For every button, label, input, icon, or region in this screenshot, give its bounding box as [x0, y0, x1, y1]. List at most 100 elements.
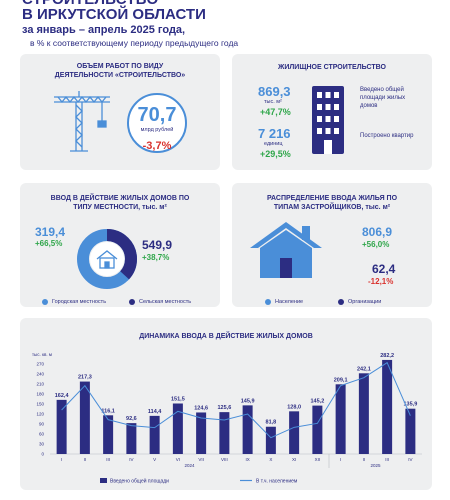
housing-units-unit: единиц [264, 141, 283, 147]
by-location-title: ВВОД В ДЕЙСТВИЕ ЖИЛЫХ ДОМОВ ПО ТИПУ МЕСТ… [50, 195, 190, 211]
year-label: 2024 [184, 463, 195, 468]
crane-icon [54, 91, 110, 152]
legend-rural-label: Сельская местность [138, 298, 192, 305]
legend-urban-label: Городская местность [52, 298, 107, 305]
org-change: -12,1% [368, 277, 394, 286]
bar-value-label: 145,2 [310, 399, 324, 405]
page-title-line1: СТРОИТЕЛЬСТВО [22, 0, 158, 8]
bar-II [358, 373, 369, 454]
developer-legend: Население Организации [265, 293, 381, 311]
legend-population-marker [265, 298, 271, 305]
x-tick-label: II [363, 457, 366, 462]
x-tick-label: IV [129, 457, 133, 462]
rural-value: 319,4 [35, 225, 66, 239]
bar-value-label: 124,6 [194, 405, 208, 411]
x-tick-label: X [269, 457, 272, 462]
construction-volume-value: 70,7 [137, 104, 177, 126]
housing-area-label: Введено общей площади жилых домов [360, 87, 406, 109]
x-tick-label: IV [408, 457, 412, 462]
bar-IX [242, 405, 253, 454]
x-tick-label: VI [176, 457, 180, 462]
legend-line-label: В т.ч. населением [256, 479, 298, 485]
population-change: +56,0% [362, 240, 390, 249]
apartment-building-icon [312, 86, 344, 154]
legend-rural-marker [128, 298, 135, 305]
bar-value-label: 145,9 [241, 398, 255, 404]
x-tick-label: VIII [221, 457, 228, 462]
bar-value-label: 125,6 [217, 405, 231, 411]
dynamics-chart-card: ДИНАМИКА ВВОДА В ДЕЙСТВИЕ ЖИЛЫХ ДОМОВ ты… [20, 318, 432, 490]
bar-IV [405, 408, 416, 454]
housing-units-change: +29,5% [260, 149, 291, 159]
donut-rural-segment [77, 229, 137, 289]
legend-urban-marker [42, 298, 48, 305]
bar-VI [172, 403, 183, 454]
year-label: 2025 [370, 463, 381, 468]
legend-org-label: Организации [348, 298, 382, 305]
y-tick-label: 0 [41, 452, 44, 457]
bar-VII [196, 412, 207, 454]
location-legend: Городская местность Сельская местность [42, 293, 191, 311]
bar-value-label: 114,4 [148, 409, 162, 415]
bar-value-label: 135,9 [403, 402, 417, 408]
bar-XI [289, 411, 300, 454]
x-tick-label: VII [198, 457, 204, 462]
housing-units-label: Построено квартир [360, 133, 414, 139]
urban-change: +38,7% [142, 253, 170, 262]
legend-bars-label: Введено общей площади [110, 478, 169, 485]
housing-area-value: 869,3 [258, 84, 291, 99]
y-tick-label: 150 [36, 402, 44, 407]
x-tick-label: I [340, 457, 341, 462]
construction-volume-card: ОБЪЕМ РАБОТ ПО ВИДУ ДЕЯТЕЛЬНОСТИ «СТРОИТ… [20, 54, 220, 170]
page-title-line2: В ИРКУТСКОЙ ОБЛАСТИ [22, 6, 206, 23]
dynamics-bar-chart: тыс. кв. м 0 30 60 90 120 150 180 210 240 270 162,4… [32, 352, 422, 485]
y-tick-label: 180 [36, 392, 44, 397]
x-tick-label: I [61, 457, 62, 462]
bar-IV [126, 423, 137, 454]
bar-X [265, 426, 276, 454]
org-value: 62,4 [372, 262, 396, 276]
house-icon [250, 222, 322, 278]
bar-V [149, 415, 160, 454]
y-axis-label: тыс. кв. м [32, 352, 52, 357]
rural-change: +66,5% [35, 239, 63, 248]
by-developer-card: РАСПРЕДЕЛЕНИЕ ВВОДА ЖИЛЬЯ ПО ТИПАМ ЗАСТР… [232, 183, 432, 307]
population-series-line [61, 361, 411, 439]
bar-VIII [219, 412, 230, 454]
period-label: за январь – апрель 2025 года, [22, 24, 186, 36]
page-header: СТРОИТЕЛЬСТВО В ИРКУТСКОЙ ОБЛАСТИ за янв… [22, 0, 442, 58]
x-tick-label: XI [292, 457, 296, 462]
x-tick-label: IX [245, 457, 249, 462]
y-tick-label: 30 [39, 442, 45, 447]
comparison-note: в % к соответствующему периоду предыдуще… [30, 38, 239, 48]
bar-I [56, 399, 67, 454]
construction-volume-title: ОБЪЕМ РАБОТ ПО ВИДУ ДЕЯТЕЛЬНОСТИ «СТРОИТ… [54, 63, 186, 79]
housing-card: ЖИЛИЩНОЕ СТРОИТЕЛЬСТВО 869,3 тыс. м² +47… [232, 54, 432, 170]
legend-org-marker [338, 298, 344, 305]
y-tick-label: 60 [39, 432, 45, 437]
y-tick-label: 210 [36, 382, 44, 387]
housing-area-change: +47,7% [260, 107, 291, 117]
by-location-card: ВВОД В ДЕЙСТВИЕ ЖИЛЫХ ДОМОВ ПО ТИПУ МЕСТ… [20, 183, 220, 307]
house-icon [96, 250, 118, 269]
bar-III [382, 359, 393, 454]
bar-value-label: 162,4 [55, 393, 70, 399]
bar-II [79, 381, 90, 454]
x-tick-label: II [84, 457, 87, 462]
bar-value-label: 282,2 [380, 353, 394, 359]
x-tick-label: XII [315, 457, 321, 462]
bar-value-label: 116,1 [101, 408, 114, 414]
bar-value-label: 81,8 [266, 420, 277, 426]
urban-value: 549,9 [142, 238, 173, 252]
y-tick-label: 90 [39, 422, 45, 427]
x-tick-label: III [106, 457, 110, 462]
x-tick-label: III [385, 457, 389, 462]
chart-title: ДИНАМИКА ВВОДА В ДЕЙСТВИЕ ЖИЛЫХ ДОМОВ [139, 333, 313, 340]
bar-value-label: 151,5 [171, 397, 185, 403]
location-donut-chart [77, 229, 137, 289]
bar-value-label: 242,1 [357, 366, 371, 372]
bar-I [335, 384, 346, 454]
bar-value-label: 128,0 [287, 404, 301, 410]
legend-bars-marker [100, 478, 107, 483]
housing-title: ЖИЛИЩНОЕ СТРОИТЕЛЬСТВО [278, 64, 386, 71]
